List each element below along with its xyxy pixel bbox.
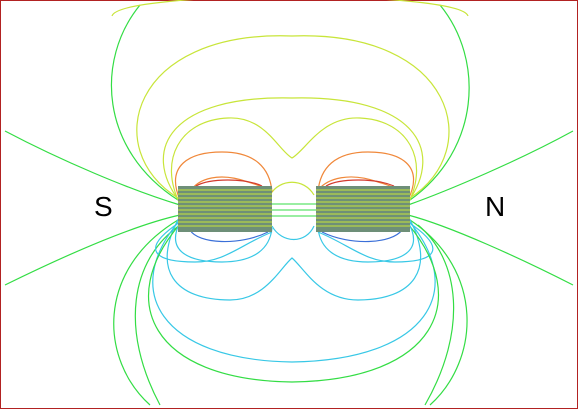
gap-field-lines bbox=[272, 203, 316, 217]
south-pole-label: S bbox=[94, 191, 113, 222]
upper-core-field-lines bbox=[195, 179, 395, 187]
lower-field-lines bbox=[152, 215, 436, 363]
magnet-left bbox=[178, 186, 272, 232]
lower-core-field-lines bbox=[189, 229, 403, 243]
mid-field-lines bbox=[111, 0, 469, 205]
lower-outer-field-lines bbox=[147, 223, 440, 383]
north-pole-label: N bbox=[485, 191, 506, 222]
lower-inner-field-lines bbox=[174, 221, 415, 263]
magnet-right bbox=[316, 186, 410, 232]
outer-field-lines bbox=[4, 4, 574, 406]
